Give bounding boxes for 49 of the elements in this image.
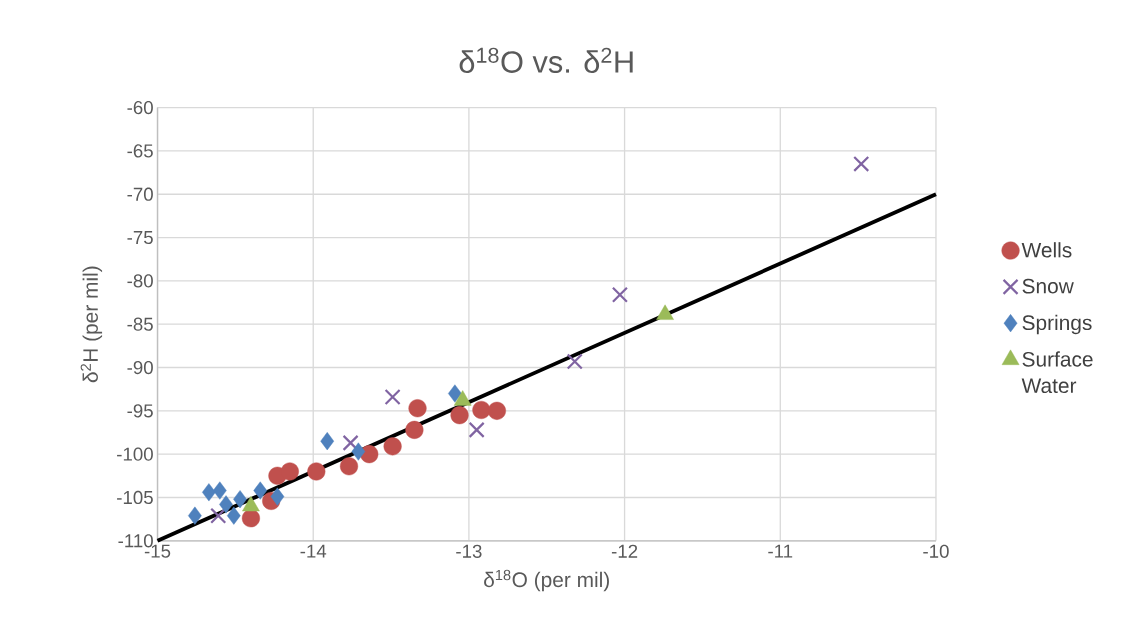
legend-label: Wells bbox=[1021, 241, 1072, 258]
point bbox=[233, 489, 247, 508]
x-axis-title: δ$^{18}$O (per mil) bbox=[484, 569, 609, 592]
legend-label: Snow bbox=[1022, 278, 1074, 294]
point bbox=[253, 481, 268, 500]
point bbox=[383, 437, 402, 456]
point bbox=[853, 155, 870, 172]
point bbox=[280, 462, 299, 481]
x-tick-label: -11 bbox=[768, 544, 793, 558]
point bbox=[202, 483, 216, 502]
point bbox=[351, 442, 366, 461]
y-tick-label: -85 bbox=[127, 317, 153, 331]
x-tick-label: -14 bbox=[300, 544, 327, 558]
point bbox=[611, 286, 629, 303]
y-tick-label: -65 bbox=[127, 144, 153, 158]
y-tick-label: -60 bbox=[127, 100, 153, 114]
point bbox=[408, 398, 427, 418]
chart-title: δ$^{18}$O vs. δ$^{2}$H bbox=[459, 47, 633, 73]
y-tick-label: -105 bbox=[117, 490, 153, 504]
y-tick-label: -70 bbox=[127, 187, 153, 201]
x-tick-label: -13 bbox=[456, 544, 482, 558]
point bbox=[212, 481, 227, 500]
point bbox=[472, 400, 491, 419]
point bbox=[405, 420, 424, 439]
point bbox=[307, 462, 326, 481]
y-tick-label: -95 bbox=[127, 403, 153, 418]
y-tick-label: -100 bbox=[117, 447, 153, 461]
point bbox=[219, 495, 233, 514]
point bbox=[270, 487, 285, 506]
x-tick-label: -12 bbox=[611, 544, 638, 558]
point bbox=[210, 507, 227, 524]
y-tick-label: -80 bbox=[127, 274, 153, 288]
point bbox=[226, 506, 241, 525]
point bbox=[188, 506, 202, 525]
legend-label: Surface Water bbox=[1021, 351, 1093, 393]
y-tick-label: -75 bbox=[127, 230, 153, 244]
x-tick-label: -10 bbox=[923, 544, 949, 558]
point bbox=[487, 401, 506, 420]
point bbox=[340, 457, 359, 476]
point bbox=[450, 405, 469, 424]
y-tick-label: -90 bbox=[127, 360, 153, 374]
point bbox=[342, 434, 359, 451]
point bbox=[448, 384, 462, 403]
legend-label: Springs bbox=[1022, 314, 1092, 335]
point bbox=[566, 353, 583, 370]
y-axis-title: δ$^{2}$H (per mil) bbox=[80, 266, 103, 382]
point bbox=[384, 388, 401, 405]
point bbox=[320, 431, 335, 450]
point bbox=[468, 421, 485, 438]
